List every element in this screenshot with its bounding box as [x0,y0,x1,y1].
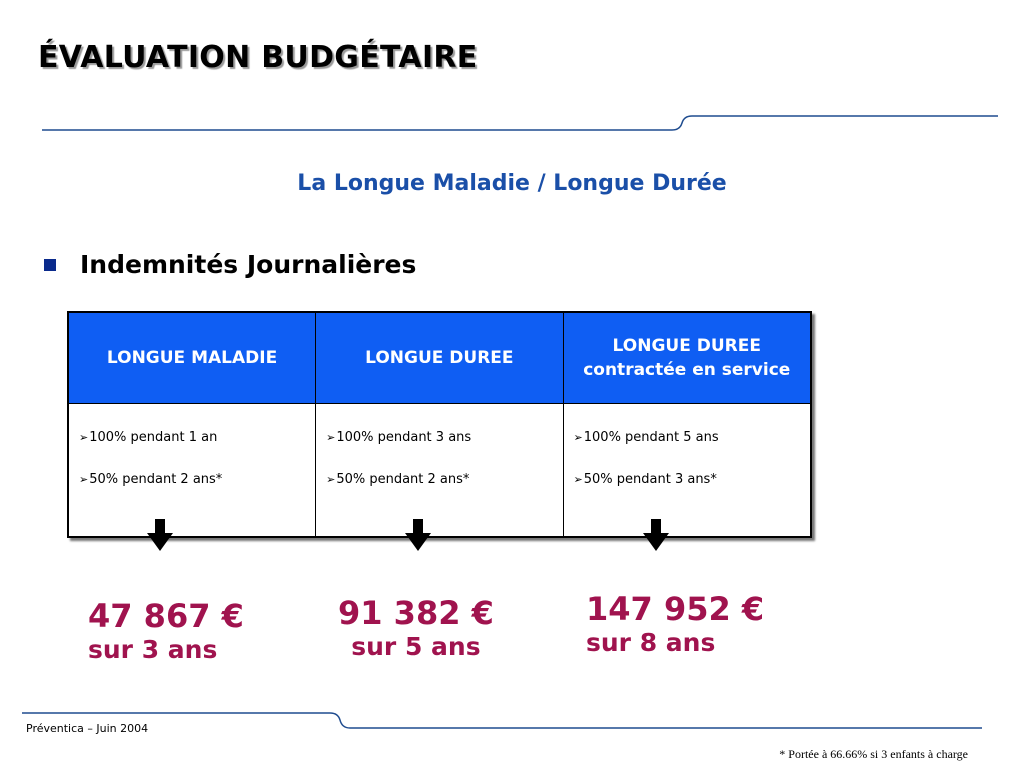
table-header-row: LONGUE MALADIE LONGUE DUREE LONGUE DUREE… [67,311,812,404]
arrow-bullet-icon: ➢ [573,431,583,444]
bold-down-arrow-icon [147,519,173,551]
footnote: * Portée à 66.66% si 3 enfants à charge [779,747,968,761]
cell-longue-duree-service: ➢100% pendant 5 ans ➢50% pendant 3 ans* [562,403,812,538]
arrow-bullet-icon: ➢ [326,431,336,444]
condition-item: ➢50% pendant 2 ans* [79,472,223,487]
result-longue-duree-service: 147 952 € sur 8 ans [586,591,764,659]
header-longue-maladie: LONGUE MALADIE [67,311,317,404]
top-divider-line [42,115,998,131]
result-amount: 47 867 € [88,597,244,635]
slide-subtitle: La Longue Maladie / Longue Durée [297,171,727,196]
cell-longue-maladie: ➢100% pendant 1 an ➢50% pendant 2 ans* [67,403,317,538]
arrow-bullet-icon: ➢ [573,473,583,486]
indemnities-table: LONGUE MALADIE LONGUE DUREE LONGUE DUREE… [67,311,812,538]
footer-source: Préventica – Juin 2004 [26,722,149,735]
condition-item: ➢100% pendant 3 ans [326,430,472,445]
square-bullet-icon [44,258,56,271]
arrow-bullet-icon: ➢ [326,473,336,486]
header-longue-duree-service: LONGUE DUREE contractée en service [562,311,812,404]
condition-item: ➢50% pendant 3 ans* [573,472,717,487]
bold-down-arrow-icon [643,519,669,551]
bold-down-arrow-icon [405,519,431,551]
result-longue-maladie: 47 867 € sur 3 ans [88,598,244,666]
result-duration: sur 5 ans [351,632,481,661]
result-longue-duree: 91 382 € sur 5 ans [338,595,494,663]
arrow-bullet-icon: ➢ [79,473,89,486]
result-amount: 91 382 € [338,594,494,632]
section-bullet: Indemnités Journalières [44,250,416,279]
section-heading: Indemnités Journalières [80,250,417,279]
condition-item: ➢100% pendant 1 an [79,430,218,445]
arrow-bullet-icon: ➢ [79,431,89,444]
cell-longue-duree: ➢100% pendant 3 ans ➢50% pendant 2 ans* [315,403,564,538]
table-row: ➢100% pendant 1 an ➢50% pendant 2 ans* ➢… [67,403,812,538]
result-duration: sur 8 ans [586,628,716,657]
header-longue-duree: LONGUE DUREE [315,311,564,404]
slide-title: ÉVALUATION BUDGÉTAIRE [38,40,478,75]
condition-item: ➢100% pendant 5 ans [573,430,719,445]
condition-item: ➢50% pendant 2 ans* [326,472,470,487]
result-duration: sur 3 ans [88,635,218,664]
result-amount: 147 952 € [586,590,765,628]
